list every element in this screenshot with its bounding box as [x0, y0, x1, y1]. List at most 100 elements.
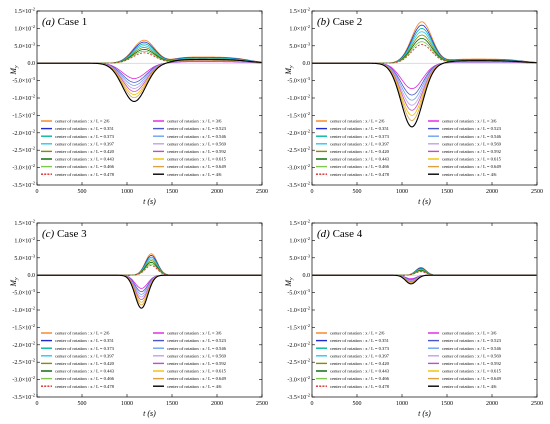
- x-tick-label: 2000: [211, 401, 223, 407]
- y-tick-label: 5.0×10-3: [14, 253, 35, 261]
- legend-label: center of rotation : x / L = 0.373: [330, 346, 390, 351]
- y-tick-label: -1.5×10-2: [12, 111, 35, 120]
- legend-label: center of rotation : x / L = 0.373: [55, 346, 115, 351]
- legend-label: center of rotation : x / L = 3/6: [167, 119, 222, 124]
- y-tick-label: -3.5×10-2: [287, 181, 310, 190]
- series-line: [37, 60, 262, 92]
- y-tick-label: 0.0: [303, 61, 311, 67]
- series-line: [37, 274, 262, 309]
- y-tick-label: -1.0×10-2: [287, 306, 310, 315]
- y-tick-label: -2.0×10-2: [12, 128, 35, 137]
- y-tick-label: 1.5×10-2: [289, 219, 310, 228]
- x-tick-label: 1000: [121, 401, 133, 407]
- y-tick-label: -3.0×10-2: [287, 375, 310, 384]
- series-line: [312, 28, 537, 64]
- x-tick-label: 1500: [166, 189, 178, 195]
- y-tick-label: -3.5×10-2: [12, 393, 35, 402]
- y-tick-label: -2.5×10-2: [287, 358, 310, 367]
- series-line: [312, 24, 537, 64]
- x-tick-label: 0: [36, 189, 39, 195]
- panel-c: 1.5×10-2 1.0×10-2 5.0×10-3 0.0 -5.0×10-3 -1.0…: [9, 219, 268, 419]
- panel-b: 1.5×10-2 1.0×10-2 5.0×10-3 0.0 -5.0×10-3 -1.0…: [284, 7, 543, 207]
- x-tick-label: 0: [36, 401, 39, 407]
- legend-label: center of rotation : x / L = 0.443: [55, 157, 115, 162]
- legend-label: center of rotation : x / L = 4/6: [442, 172, 497, 177]
- legend-label: center of rotation : x / L = 2/6: [55, 331, 110, 336]
- legend-label: center of rotation : x / L = 2/6: [330, 331, 385, 336]
- legend-label: center of rotation : x / L = 0.373: [55, 134, 115, 139]
- y-tick-label: 1.0×10-2: [14, 24, 35, 33]
- legend-label: center of rotation : x / L = 3/6: [442, 119, 497, 124]
- y-tick-label: -2.5×10-2: [12, 146, 35, 155]
- y-tick-label: -2.0×10-2: [287, 340, 310, 349]
- y-tick-label: -3.5×10-2: [12, 181, 35, 190]
- legend-label: center of rotation : x / L = 0.615: [442, 157, 502, 162]
- legend-label: center of rotation : x / L = 0.420: [55, 149, 115, 154]
- legend-label: center of rotation : x / L = 2/6: [330, 119, 385, 124]
- y-axis-label: My: [284, 65, 295, 76]
- series-line: [312, 61, 537, 106]
- legend-label: center of rotation : x / L = 0.592: [442, 361, 502, 366]
- y-tick-label: -5.0×10-3: [12, 288, 35, 297]
- legend-label: center of rotation : x / L = 0.420: [330, 149, 390, 154]
- y-tick-label: 5.0×10-3: [289, 41, 310, 50]
- legend-label: center of rotation : x / L = 0.397: [55, 141, 115, 146]
- panel-a: 1.5×10-2 1.0×10-2 5.0×10-3 0.0 -5.0×10-3 -1.0…: [9, 7, 268, 207]
- x-axis-label: t (s): [418, 197, 431, 206]
- x-tick-label: 1000: [396, 189, 408, 195]
- legend-label: center of rotation : x / L = 0.397: [55, 353, 115, 358]
- legend-label: center of rotation : x / L = 0.420: [55, 361, 115, 366]
- legend-label: center of rotation : x / L = 0.397: [330, 353, 390, 358]
- x-tick-label: 2000: [211, 189, 223, 195]
- y-tick-label: -5.0×10-3: [287, 76, 310, 85]
- y-tick-label: -5.0×10-3: [12, 76, 35, 85]
- legend-label: center of rotation : x / L = 0.649: [167, 376, 227, 381]
- legend-label: center of rotation : x / L = 0.351: [55, 338, 115, 343]
- x-tick-label: 1500: [441, 189, 453, 195]
- legend-label: center of rotation : x / L = 0.569: [442, 141, 502, 146]
- series-line: [312, 274, 537, 283]
- series-line: [312, 60, 537, 128]
- legend-label: center of rotation : x / L = 0.478: [330, 384, 390, 389]
- y-tick-label: 5.0×10-3: [289, 253, 310, 261]
- legend-label: center of rotation : x / L = 0.373: [330, 134, 390, 139]
- legend-label: center of rotation : x / L = 0.466: [330, 376, 390, 381]
- series-line: [37, 263, 262, 276]
- x-tick-label: 500: [353, 401, 362, 407]
- y-tick-label: 0.0: [28, 273, 36, 279]
- legend-label: center of rotation : x / L = 0.615: [442, 369, 502, 374]
- legend-label: center of rotation : x / L = 0.523: [442, 126, 502, 131]
- y-tick-label: -1.5×10-2: [12, 323, 35, 332]
- legend-label: center of rotation : x / L = 0.569: [167, 353, 227, 358]
- legend-label: center of rotation : x / L = 0.546: [167, 134, 227, 139]
- y-tick-label: -2.5×10-2: [287, 146, 310, 155]
- x-tick-label: 2500: [256, 401, 268, 407]
- y-axis-label: My: [284, 277, 295, 288]
- x-axis-label: t (s): [418, 409, 431, 418]
- panel-title: (d) Case 4: [317, 228, 363, 240]
- series-line: [312, 270, 537, 276]
- panel-d: 1.5×10-2 1.0×10-2 5.0×10-3 0.0 -5.0×10-3 -1.0…: [284, 219, 543, 419]
- legend-label: center of rotation : x / L = 4/6: [442, 384, 497, 389]
- series-line: [37, 58, 262, 103]
- x-tick-label: 2500: [531, 189, 543, 195]
- legend-label: center of rotation : x / L = 0.649: [442, 164, 502, 169]
- y-tick-label: 5.0×10-3: [14, 41, 35, 50]
- panel-title: (c) Case 3: [42, 228, 87, 240]
- legend-label: center of rotation : x / L = 3/6: [167, 331, 222, 336]
- x-tick-label: 500: [78, 189, 87, 195]
- y-tick-label: -1.5×10-2: [287, 111, 310, 120]
- x-tick-label: 500: [353, 189, 362, 195]
- x-tick-label: 2500: [531, 401, 543, 407]
- x-tick-label: 500: [78, 401, 87, 407]
- legend-label: center of rotation : x / L = 0.615: [167, 157, 227, 162]
- y-tick-label: -1.0×10-2: [287, 94, 310, 103]
- legend-label: center of rotation : x / L = 0.466: [330, 164, 390, 169]
- x-axis-label: t (s): [143, 409, 156, 418]
- y-tick-label: 1.0×10-2: [289, 236, 310, 245]
- series-line: [312, 271, 537, 276]
- legend-label: center of rotation : x / L = 0.523: [167, 126, 227, 131]
- y-tick-label: -2.0×10-2: [287, 128, 310, 137]
- series-line: [37, 60, 262, 89]
